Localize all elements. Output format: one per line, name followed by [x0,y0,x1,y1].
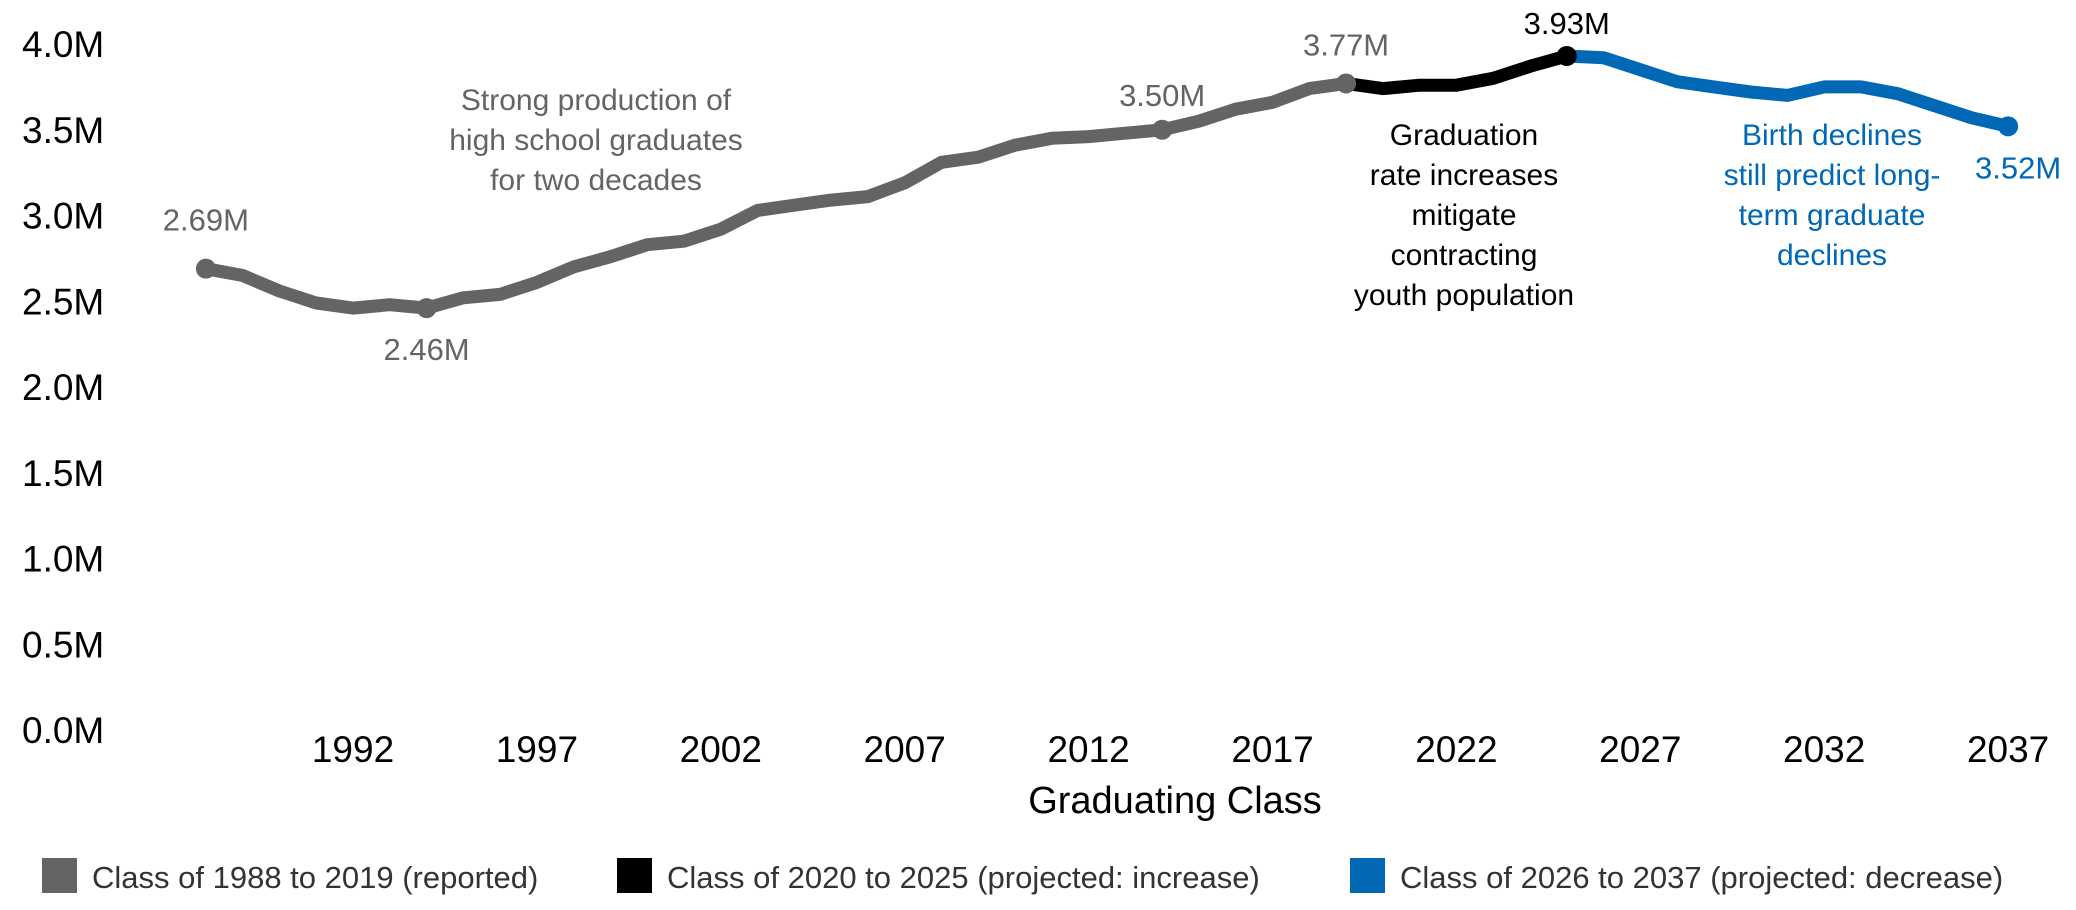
annotation-text: term graduate [1739,199,1926,232]
y-tick-label: 4.0M [22,24,104,65]
annotation-text: youth population [1354,279,1574,312]
annotation-text: declines [1777,239,1887,272]
y-tick-label: 2.0M [22,367,104,408]
x-tick-label: 2032 [1783,729,1865,770]
x-tick-label: 1997 [496,729,578,770]
x-tick-label: 2012 [1047,729,1129,770]
annotation-text: Strong production of [461,84,732,117]
data-point-label: 3.93M [1524,6,1610,41]
data-point-marker [1998,116,2019,137]
data-point-marker [416,298,437,319]
annotation-text: mitigate [1411,199,1516,232]
data-point-label: 3.50M [1119,78,1205,113]
legend: Class of 1988 to 2019 (reported) Class of… [42,858,2003,895]
x-tick-label: 2007 [864,729,946,770]
annotation-text: high school graduates [449,124,743,157]
x-axis-title: Graduating Class [1028,780,1322,822]
annotation-text: rate increases [1370,159,1558,192]
annotations: Strong production of high school graduate… [449,84,1940,312]
x-axis: 1992 1997 2002 2007 2012 2017 2022 2027 2032 2037 [312,729,2049,770]
series-line-3 [1566,49,2010,133]
annotation-text: Graduation [1390,119,1538,152]
data-point-marker [1556,46,1577,67]
data-point-marker [1336,73,1357,94]
data-point-label: 3.52M [1975,150,2061,185]
x-tick-label: 2027 [1599,729,1681,770]
data-point-marker [195,258,216,279]
series-line-2 [1345,49,1569,96]
x-tick-label: 2017 [1231,729,1313,770]
y-tick-label: 1.0M [22,539,104,580]
data-point-marker [1152,119,1173,140]
y-tick-label: 3.5M [22,110,104,151]
y-tick-label: 3.0M [22,196,104,237]
annotation-text: for two decades [490,164,702,197]
legend-label: Class of 1988 to 2019 (reported) [92,860,538,895]
legend-swatch [617,858,652,893]
x-tick-label: 2037 [1967,729,2049,770]
x-tick-label: 2022 [1415,729,1497,770]
legend-label: Class of 2020 to 2025 (projected: increa… [667,860,1260,895]
series-line-1 [204,76,1348,315]
data-point-label: 2.69M [163,203,249,238]
legend-label: Class of 2026 to 2037 (projected: decrea… [1400,860,2003,895]
y-tick-label: 0.5M [22,624,104,665]
point-labels: 2.69M 2.46M 3.50M 3.77M 3.93M 3.52M [163,6,2061,367]
y-tick-label: 2.5M [22,281,104,322]
legend-swatch [42,858,77,893]
y-axis: 0.0M 0.5M 1.0M 1.5M 2.0M 2.5M 3.0M 3.5M 4.0M [22,24,104,751]
data-point-label: 2.46M [383,332,469,367]
annotation-text: Birth declines [1742,119,1922,152]
y-tick-label: 1.5M [22,453,104,494]
x-tick-label: 2002 [680,729,762,770]
y-tick-label: 0.0M [22,710,104,751]
annotation-text: still predict long- [1724,159,1941,192]
legend-swatch [1350,858,1385,893]
annotation-text: contracting [1391,239,1538,272]
x-tick-label: 1992 [312,729,394,770]
data-point-label: 3.77M [1303,27,1389,62]
